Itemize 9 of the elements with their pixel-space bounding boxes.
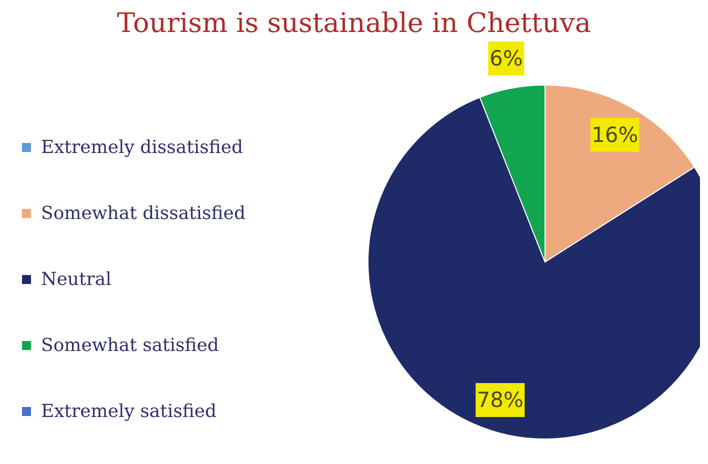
- legend-label: Extremely satisfied: [41, 400, 217, 422]
- data-label: 78%: [476, 388, 524, 412]
- chart-title: Tourism is sustainable in Chettuva: [116, 8, 592, 39]
- legend-label: Somewhat dissatisfied: [41, 202, 246, 224]
- legend-label: Somewhat satisfied: [41, 334, 219, 356]
- legend-label: Neutral: [41, 268, 112, 290]
- legend-label: Extremely dissatisfied: [41, 136, 244, 158]
- data-label: 6%: [490, 46, 523, 71]
- data-label: 16%: [592, 122, 638, 147]
